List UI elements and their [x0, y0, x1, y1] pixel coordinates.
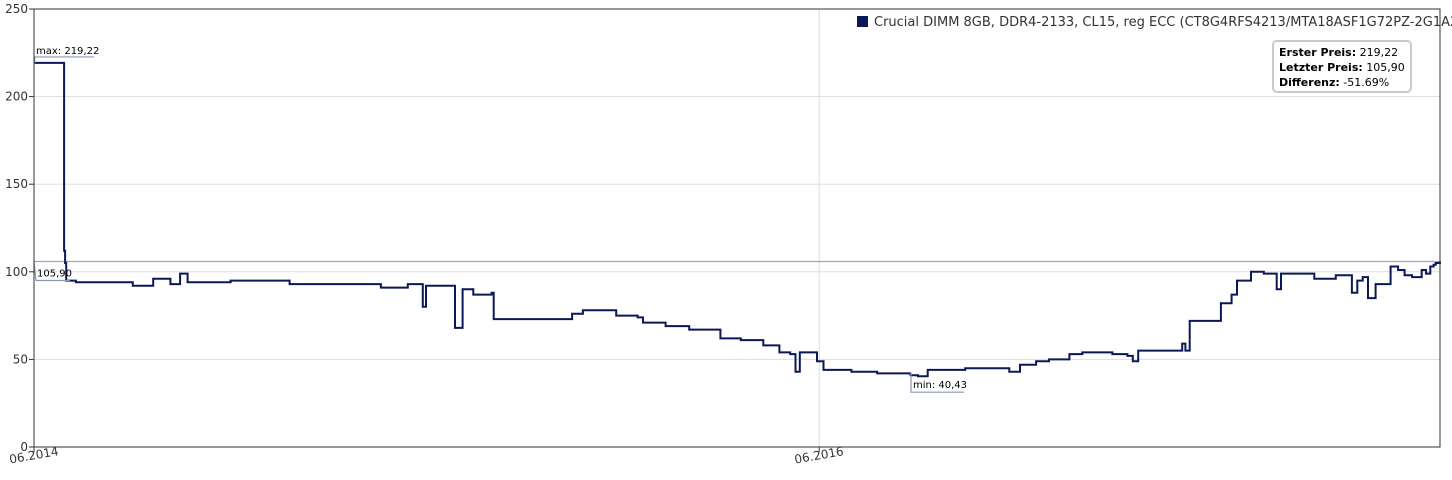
last-price-label: Letzter Preis:: [1279, 61, 1363, 74]
y-axis-ticks: 0 50 100 150 200 250: [5, 2, 34, 454]
x-axis-ticks: 06.2014 06.2016: [8, 444, 844, 466]
min-annotation-label: min: 40,43: [913, 380, 967, 391]
plot-background: [34, 9, 1440, 447]
legend-label: Crucial DIMM 8GB, DDR4-2133, CL15, reg E…: [874, 15, 1452, 30]
annotations: max: 219,22 min: 40,43 105,90: [33, 46, 967, 393]
min-leader-line: [910, 372, 964, 393]
difference-row: Differenz: -51.69%: [1279, 75, 1410, 90]
difference-value: -51.69%: [1343, 76, 1390, 89]
last-price-value: 105,90: [1366, 61, 1405, 74]
y-tick-label: 200: [5, 90, 28, 104]
y-tick-label: 250: [5, 2, 28, 16]
plot-border: [33, 8, 1441, 448]
first-price-label: Erster Preis:: [1279, 46, 1357, 59]
difference-label: Differenz:: [1279, 76, 1340, 89]
price-series-line[interactable]: [34, 61, 1441, 378]
y-tick-label: 100: [5, 265, 28, 279]
legend[interactable]: Crucial DIMM 8GB, DDR4-2133, CL15, reg E…: [857, 15, 1452, 30]
first-price-value: 219,22: [1359, 46, 1399, 59]
y-tick-label: 150: [5, 177, 28, 191]
legend-swatch: [857, 16, 868, 27]
reference-annotation-label: 105,90: [37, 268, 72, 279]
y-tick-label: 50: [13, 352, 28, 366]
y-tick-label: 0: [20, 440, 28, 454]
reference-leader-line: [33, 261, 70, 282]
first-price-row: Erster Preis: 219,22: [1279, 45, 1410, 60]
max-annotation-label: max: 219,22: [36, 46, 99, 57]
x-tick-label: 06.2016: [793, 444, 844, 466]
last-price-row: Letzter Preis: 105,90: [1279, 60, 1410, 75]
x-tick-label: 06.2014: [8, 444, 59, 466]
price-summary-box: Erster Preis: 219,22 Letzter Preis: 105,…: [1272, 40, 1412, 93]
